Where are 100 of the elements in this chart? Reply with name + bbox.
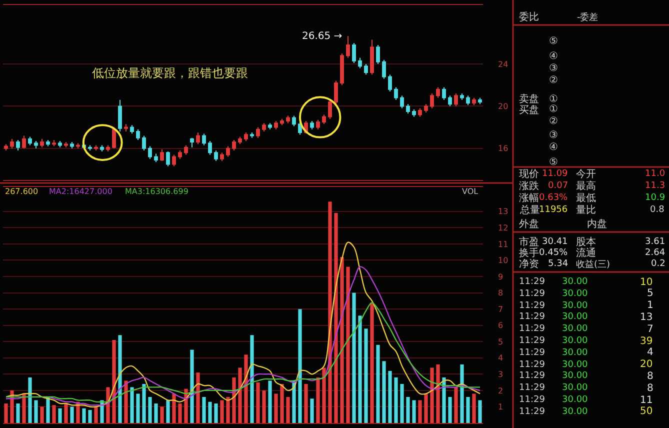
text: 11	[640, 395, 653, 406]
text: ②	[549, 75, 558, 86]
candlestick	[148, 146, 152, 160]
candlestick	[292, 115, 296, 127]
y-tick-label: 10	[498, 256, 508, 266]
y-tick-label: 11	[498, 240, 508, 249]
bar	[58, 408, 62, 423]
bar	[136, 394, 140, 423]
text: 量比	[576, 204, 596, 216]
bar	[232, 377, 236, 423]
text: ⑤	[549, 36, 558, 47]
bar	[148, 396, 152, 423]
y-tick-label: 16	[498, 144, 508, 154]
bar	[256, 382, 260, 423]
bar	[442, 377, 446, 423]
text: 涨跌	[519, 180, 539, 192]
bar	[370, 302, 374, 423]
text: 11:29	[519, 383, 546, 393]
bar	[376, 344, 380, 423]
candlestick	[262, 122, 266, 132]
bar	[142, 384, 146, 423]
y-tick-label: 6	[498, 321, 504, 330]
candlestick	[478, 97, 482, 105]
candlestick	[184, 144, 188, 156]
candlestick	[388, 74, 392, 92]
bar	[124, 380, 128, 423]
candlestick	[454, 93, 458, 107]
text: 0.45%	[539, 248, 568, 258]
bar	[358, 316, 362, 423]
candlestick	[208, 140, 212, 156]
text: 买盘	[519, 104, 539, 116]
candlestick	[280, 118, 284, 126]
candlestick	[316, 119, 320, 130]
text: 30.00	[562, 395, 588, 405]
y-tick-label: 5	[498, 337, 504, 346]
text: 7	[647, 324, 654, 335]
candlestick	[376, 44, 380, 65]
y-tick-label: 1	[498, 402, 504, 412]
candlestick	[382, 59, 386, 80]
y-tick-label: 7	[498, 304, 504, 314]
text: 30.00	[562, 407, 588, 417]
text: 最低	[576, 193, 596, 204]
bar	[466, 396, 470, 423]
candlestick	[232, 139, 236, 151]
text: 换手	[519, 247, 539, 259]
candlestick	[472, 97, 476, 106]
y-tick-label: 12	[498, 223, 508, 232]
bar	[280, 384, 284, 423]
bar	[328, 202, 332, 423]
text: 267.600	[5, 187, 38, 196]
candlestick	[22, 135, 26, 149]
text: 5	[647, 288, 654, 299]
text: 委比	[519, 11, 539, 23]
candlestick	[178, 150, 182, 160]
candlestick	[268, 122, 272, 130]
candlestick	[424, 104, 428, 114]
candlestick	[448, 95, 452, 107]
text: 现价	[519, 168, 539, 180]
annotation: 低位放量就要跟，跟错也要跟	[92, 66, 248, 80]
bar	[322, 368, 326, 423]
y-tick-label: 24	[498, 60, 508, 69]
candlestick	[166, 151, 170, 167]
candlestick	[28, 136, 32, 146]
candlestick	[4, 144, 8, 151]
text: 1	[647, 300, 654, 311]
text: MA2:16427.000	[49, 187, 112, 196]
candlestick	[346, 36, 350, 58]
text: MA3:16306.699	[125, 187, 188, 196]
candlestick	[88, 144, 92, 151]
bar	[34, 400, 38, 423]
annotation: VOL	[462, 187, 479, 196]
candlestick	[274, 120, 278, 130]
bar	[88, 410, 92, 423]
text: ②	[549, 116, 558, 127]
line-series	[5, 266, 481, 406]
bar	[52, 405, 56, 423]
bar	[202, 396, 206, 423]
bar	[346, 266, 350, 423]
bar	[94, 406, 98, 423]
candlestick	[58, 140, 62, 148]
candlestick	[106, 144, 110, 152]
text: 11:29	[519, 312, 546, 322]
candlestick	[400, 95, 404, 109]
text: 市盈	[519, 236, 539, 248]
text: 11.09	[542, 169, 568, 179]
text: 8	[647, 371, 654, 382]
y-tick-label: 20	[498, 102, 508, 111]
bar	[448, 396, 452, 423]
bar	[214, 403, 218, 423]
candlestick	[430, 93, 434, 109]
text: 30.00	[562, 301, 588, 311]
text: 30.00	[562, 336, 588, 346]
candlestick	[286, 115, 290, 124]
bar	[64, 403, 68, 423]
y-tick-label: 2	[498, 386, 504, 396]
bar	[262, 390, 266, 423]
candlestick	[238, 136, 242, 145]
text: 20	[640, 359, 653, 370]
bar	[16, 403, 20, 423]
bar	[436, 364, 440, 423]
